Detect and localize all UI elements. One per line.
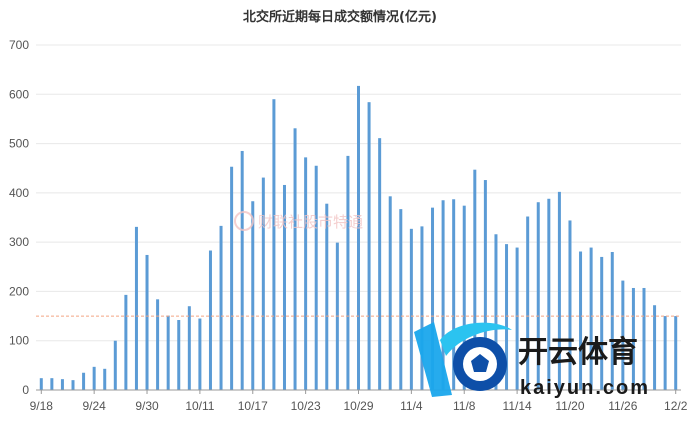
bar xyxy=(399,209,403,390)
bar xyxy=(663,316,667,390)
bar xyxy=(589,247,593,390)
bar xyxy=(674,316,678,390)
brand-logo-k-icon xyxy=(414,322,452,397)
bar xyxy=(642,287,646,390)
bar xyxy=(92,366,96,390)
bar xyxy=(261,177,265,390)
bar xyxy=(441,200,445,390)
brand-logo-swoosh-icon xyxy=(440,322,512,356)
x-tick-label: 11/26 xyxy=(608,399,637,413)
brand-logo-text-cn: 开云体育 xyxy=(518,335,638,370)
bar xyxy=(378,138,382,390)
bar xyxy=(198,318,202,390)
watermark-text: 财联社股市特通 xyxy=(258,213,363,231)
bar xyxy=(515,247,519,390)
bar xyxy=(219,225,223,390)
bar xyxy=(653,305,657,390)
bar xyxy=(145,254,149,390)
bar xyxy=(505,244,509,390)
bar xyxy=(71,380,75,390)
brand-logo: 开云体育 kaiyun.com xyxy=(414,322,650,399)
bar xyxy=(631,287,635,390)
bar xyxy=(113,340,117,390)
bar xyxy=(526,216,530,390)
x-tick-label: 9/18 xyxy=(30,399,54,413)
bar xyxy=(166,315,170,390)
bar xyxy=(103,368,107,390)
bar xyxy=(431,207,435,390)
bar xyxy=(293,128,297,391)
bar xyxy=(208,250,212,390)
bar xyxy=(272,99,276,390)
x-tick-label: 12/2 xyxy=(664,399,688,413)
x-tick-label: 11/20 xyxy=(555,399,584,413)
x-tick-label: 10/17 xyxy=(238,399,268,413)
bar xyxy=(473,169,477,390)
bar xyxy=(282,184,286,390)
chart-title: 北交所近期每日成交额情况(亿元) xyxy=(243,9,437,25)
bar xyxy=(600,256,604,390)
bar xyxy=(156,299,160,390)
bar xyxy=(82,372,86,390)
bar xyxy=(251,201,255,390)
y-tick-label: 100 xyxy=(9,334,29,348)
bar xyxy=(579,251,583,390)
bar xyxy=(388,196,392,390)
bar xyxy=(409,228,413,390)
bar xyxy=(547,198,551,390)
bar xyxy=(39,378,43,390)
bar xyxy=(134,226,138,390)
bar xyxy=(568,220,572,390)
x-tick-label: 10/23 xyxy=(291,399,321,413)
x-tick-label: 10/11 xyxy=(185,399,214,413)
watermark: 财联社股市特通 xyxy=(234,211,363,231)
brand-logo-text-en: kaiyun.com xyxy=(520,377,650,399)
y-axis-ticks: 0 100 200 300 400 500 600 700 xyxy=(9,38,29,397)
y-tick-label: 0 xyxy=(22,383,29,397)
watermark-logo-icon xyxy=(234,211,254,231)
bar xyxy=(240,150,244,390)
bar xyxy=(557,191,561,390)
y-tick-label: 300 xyxy=(9,235,29,249)
bar xyxy=(494,234,498,390)
bars xyxy=(39,85,678,391)
bar xyxy=(621,280,625,390)
y-tick-label: 200 xyxy=(9,284,29,298)
bar xyxy=(60,379,64,390)
bar xyxy=(610,252,614,390)
bar xyxy=(420,226,424,390)
bar xyxy=(452,199,456,390)
bar xyxy=(346,155,350,390)
bar xyxy=(357,85,360,391)
x-tick-label: 11/8 xyxy=(453,399,476,413)
bar xyxy=(483,180,487,390)
x-tick-label: 11/4 xyxy=(400,399,423,413)
x-tick-label: 10/29 xyxy=(343,399,373,413)
bar xyxy=(50,378,54,390)
y-tick-label: 500 xyxy=(9,137,29,151)
x-tick-label: 11/14 xyxy=(503,399,532,413)
y-tick-label: 400 xyxy=(9,186,29,200)
y-tick-label: 600 xyxy=(9,87,29,101)
x-axis-ticks: 9/18 9/24 9/30 10/11 10/17 10/23 10/29 11/4 11/8… xyxy=(30,390,688,413)
bar xyxy=(187,306,191,390)
x-tick-label: 9/30 xyxy=(135,399,159,413)
bar xyxy=(124,294,128,390)
bar xyxy=(304,157,308,390)
bar xyxy=(462,205,466,390)
x-tick-label: 9/24 xyxy=(82,399,106,413)
brand-logo-ball-patch-icon xyxy=(471,354,489,372)
bar xyxy=(230,166,234,390)
y-tick-label: 700 xyxy=(9,38,29,52)
bar xyxy=(325,203,329,390)
bar xyxy=(536,202,540,390)
bar xyxy=(367,102,371,391)
bar xyxy=(314,165,318,390)
bar xyxy=(177,320,181,390)
